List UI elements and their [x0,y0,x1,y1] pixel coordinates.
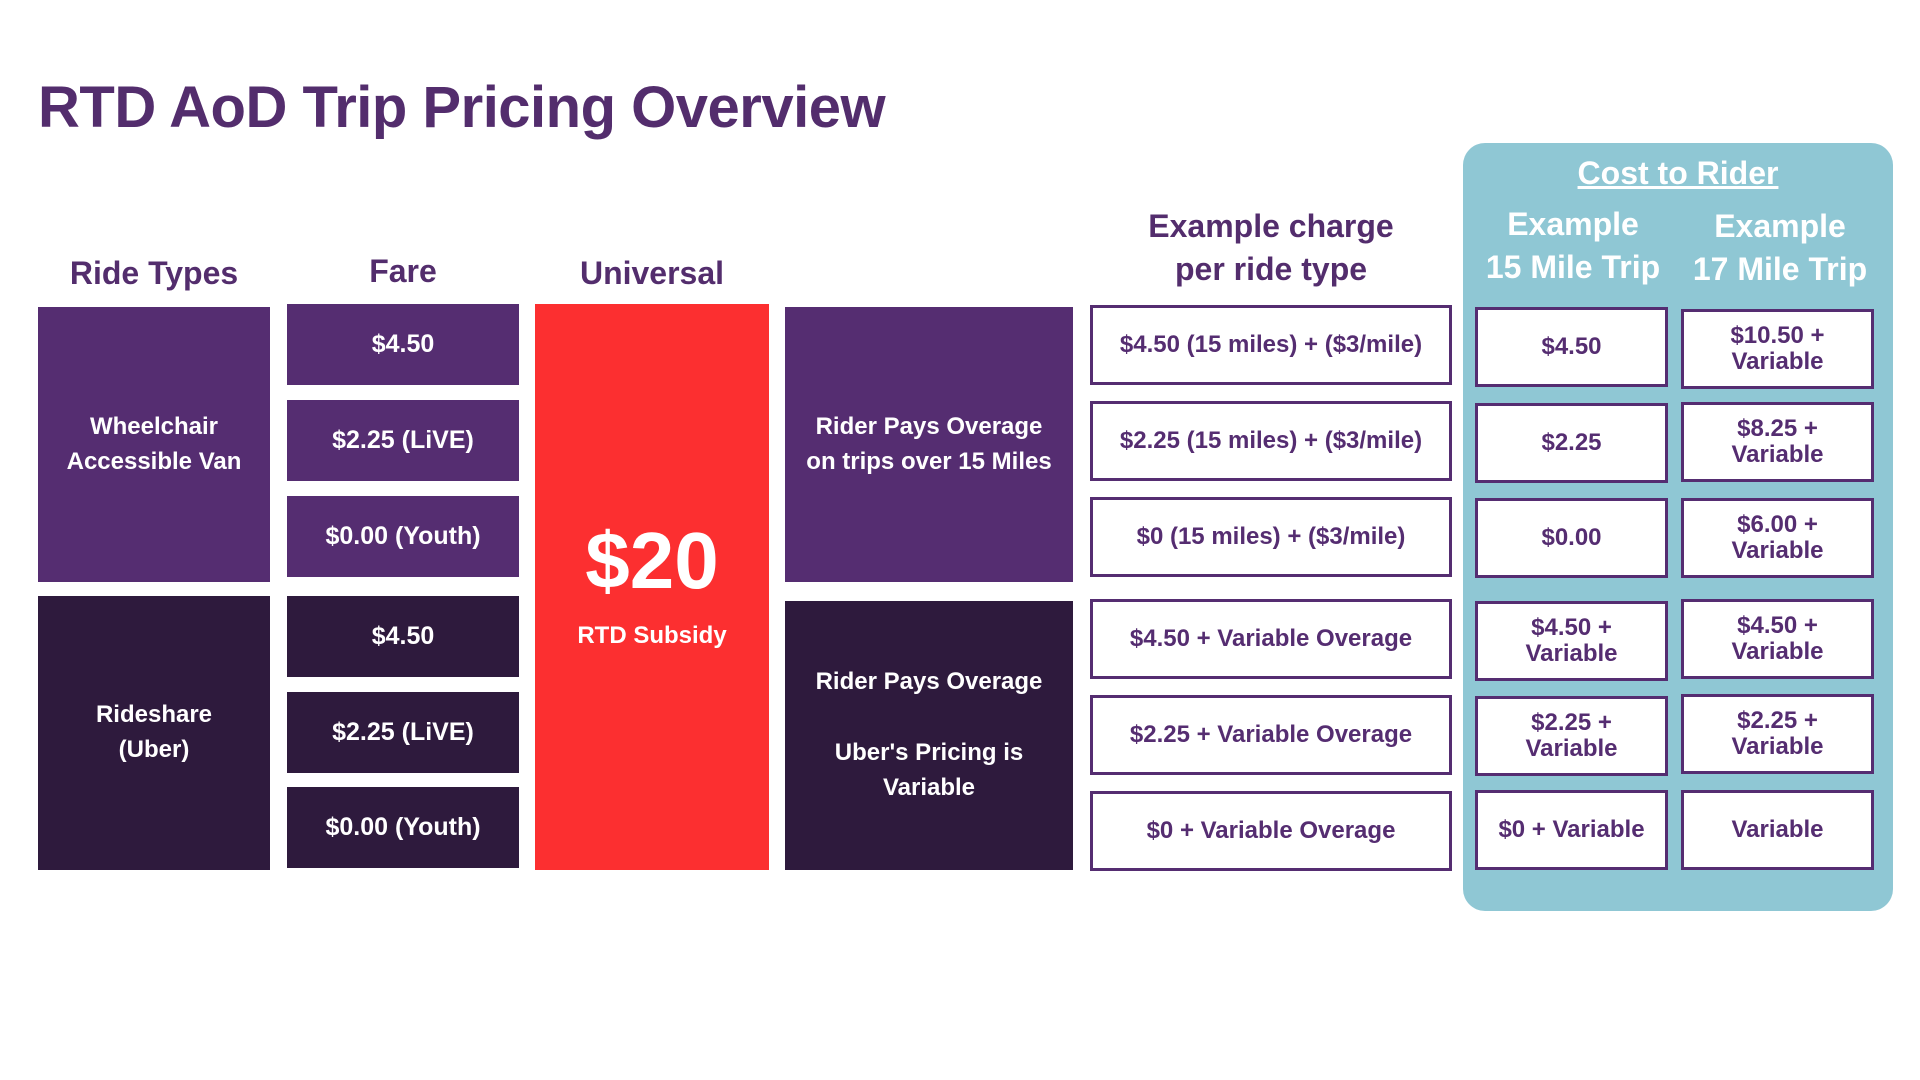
cost-17-row-4: $4.50 + Variable [1681,599,1874,679]
universal-header: Universal [579,255,725,291]
subsidy-amount: $20 [585,515,719,605]
overage-wheelchair-line2: on trips over 15 Miles [806,447,1052,475]
fare-rideshare-live: $2.25 (LiVE) [287,692,519,773]
fare-rideshare-standard: $4.50 [287,596,519,677]
example-15-mile-header: Example 15 Mile Trip [1476,203,1670,289]
example-charge-row-4: $4.50 + Variable Overage [1090,599,1452,679]
cost-15-row-3: $0.00 [1475,498,1668,578]
cost-15-row-4-line2: Variable [1525,640,1618,667]
cost-17-row-6: Variable [1681,790,1874,870]
overage-rideshare-line3: Variable [882,773,976,801]
example-charge-row-2: $2.25 (15 miles) + ($3/mile) [1090,401,1452,481]
cost-15-row-5: $2.25 + Variable [1475,696,1668,776]
fare-van-standard: $4.50 [287,304,519,385]
cost-17-row-3-line2: Variable [1731,537,1824,564]
overage-rideshare-line1: Rider Pays Overage [815,668,1043,696]
cost-17-row-4-line1: $4.50 + [1737,611,1818,639]
fare-header: Fare [369,253,437,289]
ride-types-header: Ride Types [69,255,239,291]
cost-15-row-4: $4.50 + Variable [1475,601,1668,681]
cost-15-row-5-line1: $2.25 + [1531,708,1612,736]
ride-type-wheelchair-line2: Accessible Van [66,447,242,475]
example-17-header-line1: Example [1714,208,1846,244]
cost-15-row-6: $0 + Variable [1475,790,1668,870]
ride-type-rideshare-uber: Rideshare (Uber) [38,596,270,870]
example-15-header-line1: Example [1507,206,1639,242]
example-17-header-line2: 17 Mile Trip [1692,251,1868,288]
overage-rideshare: Rider Pays Overage Uber's Pricing is Var… [785,601,1073,870]
fare-rideshare-youth: $0.00 (Youth) [287,787,519,868]
cost-17-row-2-line2: Variable [1731,441,1824,468]
cost-17-row-1: $10.50 + Variable [1681,309,1874,389]
cost-15-row-2: $2.25 [1475,403,1668,483]
cost-15-row-5-line2: Variable [1525,735,1618,762]
cost-15-row-2-text: $2.25 [1541,428,1602,456]
cost-15-row-6-text: $0 + Variable [1498,815,1645,843]
cost-17-row-1-line2: Variable [1731,348,1824,375]
cost-17-row-5-line2: Variable [1731,733,1824,760]
cost-17-row-4-line2: Variable [1731,638,1824,665]
cost-15-row-1: $4.50 [1475,307,1668,387]
cost-17-row-5-line1: $2.25 + [1737,706,1818,734]
cost-15-row-4-line1: $4.50 + [1531,613,1612,641]
ride-type-wheelchair-line1: Wheelchair [89,412,219,440]
cost-17-row-3-line1: $6.00 + [1737,510,1818,538]
overage-wheelchair: Rider Pays Overage on trips over 15 Mile… [785,307,1073,582]
example-charge-row-3: $0 (15 miles) + ($3/mile) [1090,497,1452,577]
example-charge-header-line1: Example charge [1148,208,1394,244]
cost-17-row-2: $8.25 + Variable [1681,402,1874,482]
overage-wheelchair-line1: Rider Pays Overage [815,412,1043,440]
example-charge-header: Example charge per ride type [1090,205,1452,291]
example-charge-row-1: $4.50 (15 miles) + ($3/mile) [1090,305,1452,385]
cost-17-row-3: $6.00 + Variable [1681,498,1874,578]
cost-15-row-1-text: $4.50 [1541,332,1602,360]
example-charge-row-6: $0 + Variable Overage [1090,791,1452,871]
cost-17-row-6-text: Variable [1731,815,1824,843]
page-title: RTD AoD Trip Pricing Overview [38,75,886,140]
fare-van-live: $2.25 (LiVE) [287,400,519,481]
rtd-subsidy-block: $20 RTD Subsidy [535,304,769,870]
cost-17-row-1-line1: $10.50 + [1730,321,1825,349]
fare-van-youth: $0.00 (Youth) [287,496,519,577]
cost-to-rider-heading: Cost to Rider [1577,155,1779,191]
subsidy-label: RTD Subsidy [577,621,727,649]
ride-type-rideshare-line1: Rideshare [95,701,213,729]
example-15-header-line2: 15 Mile Trip [1485,249,1661,286]
example-charge-row-5: $2.25 + Variable Overage [1090,695,1452,775]
example-charge-header-line2: per ride type [1174,251,1368,288]
cost-17-row-5: $2.25 + Variable [1681,694,1874,774]
example-17-mile-header: Example 17 Mile Trip [1683,205,1877,291]
overage-rideshare-line2: Uber's Pricing is [834,739,1024,767]
cost-17-row-2-line1: $8.25 + [1737,414,1818,442]
ride-type-rideshare-line2: (Uber) [118,736,190,763]
cost-15-row-3-text: $0.00 [1541,523,1602,551]
ride-type-wheelchair-van: Wheelchair Accessible Van [38,307,270,582]
